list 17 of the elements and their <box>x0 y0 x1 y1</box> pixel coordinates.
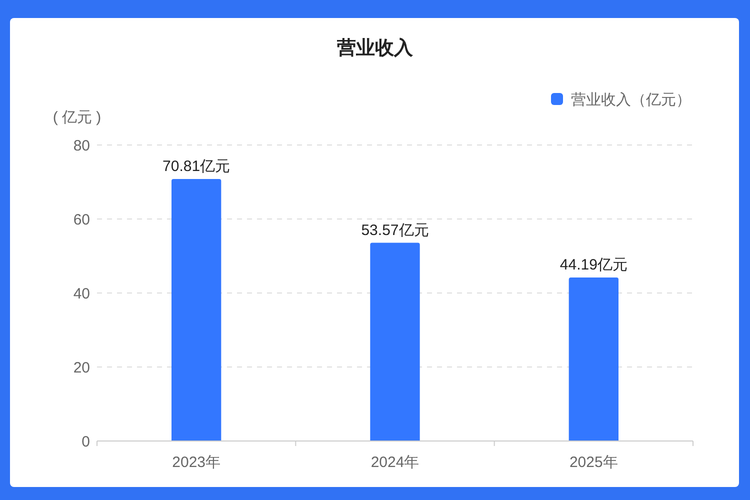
x-tick-label: 2023年 <box>172 454 221 471</box>
chart-title: 营业收入 <box>336 37 414 59</box>
bar <box>172 179 222 441</box>
bar <box>568 277 618 441</box>
x-tick-label: 2025年 <box>569 454 618 471</box>
y-tick-label: 0 <box>82 433 90 450</box>
data-label: 44.19亿元 <box>560 256 628 274</box>
y-tick-label: 20 <box>73 359 90 376</box>
legend-label: 营业收入（亿元） <box>571 91 691 108</box>
x-tick-label: 2024年 <box>370 454 420 471</box>
data-label: 70.81亿元 <box>162 158 230 176</box>
bar <box>370 242 420 441</box>
data-label: 53.57亿元 <box>361 222 429 239</box>
y-tick-label: 60 <box>73 211 90 228</box>
y-axis-title: ( 亿元 ) <box>52 109 102 126</box>
y-tick-label: 40 <box>73 285 90 302</box>
y-tick-label: 80 <box>73 137 90 154</box>
